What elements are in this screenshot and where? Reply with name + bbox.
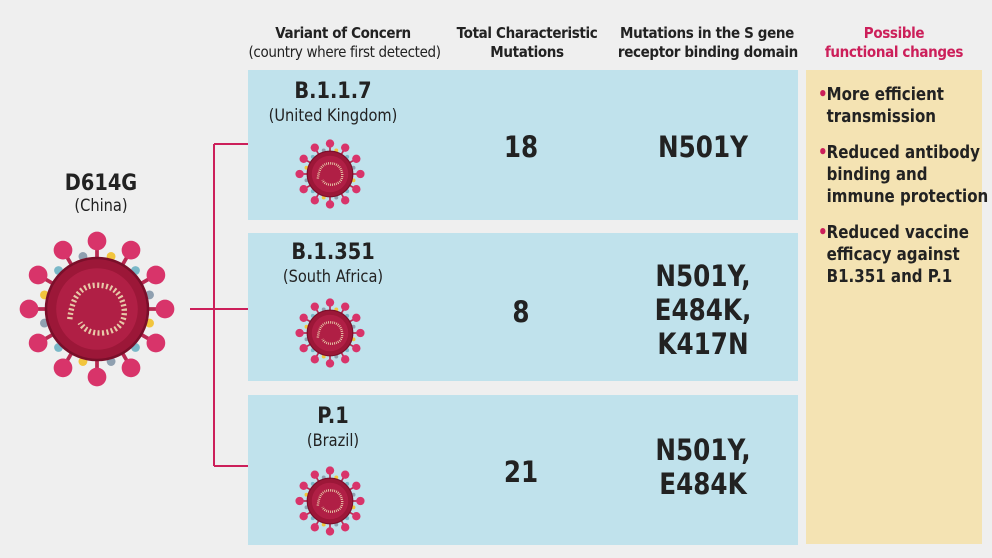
- header-muts-line2: receptor binding domain: [617, 43, 798, 61]
- variant-mutation-count: 21: [503, 455, 539, 489]
- variant-country: (United Kingdom): [268, 106, 398, 126]
- header-variant-sub: (country where first detected): [248, 43, 442, 61]
- variant-s-gene-mutations: N501Y, E484K, K417N: [654, 259, 752, 361]
- functional-change-text: More efficient transmission: [826, 85, 944, 127]
- variant-row: B.1.351 (South Africa) 8 N501Y, E484K, K…: [248, 233, 798, 381]
- variant-country: (Brazil): [306, 431, 360, 451]
- variant-country: (South Africa): [282, 267, 384, 287]
- header-variant: Variant of Concern (country where first …: [248, 24, 442, 62]
- original-strain-name: D614G: [64, 171, 138, 196]
- virus-icon: [295, 139, 365, 209]
- header-total-line2: Mutations: [490, 43, 564, 61]
- list-item: • Reduced antibody binding and immune pro…: [818, 143, 989, 207]
- header-variant-title: Variant of Concern: [275, 24, 411, 42]
- original-strain-country: (China): [74, 196, 128, 216]
- virus-icon: [295, 298, 365, 368]
- variant-s-gene-mutations: N501Y: [658, 130, 748, 164]
- functional-changes-panel: • More efficient transmission • Reduced an…: [806, 70, 988, 544]
- variant-row: B.1.1.7 (United Kingdom) 18 N501Y: [248, 70, 798, 220]
- header-s-gene-mutations: Mutations in the S gene receptor binding…: [617, 24, 798, 62]
- header-total-mutations: Total Characteristic Mutations: [456, 24, 598, 62]
- header-functional-changes: Possible functional changes: [815, 24, 973, 62]
- header-total-line1: Total Characteristic: [456, 24, 598, 42]
- variant-name: P.1: [317, 404, 349, 429]
- header-func-line2: functional changes: [824, 43, 964, 61]
- functional-change-text: Reduced antibody binding and immune prot…: [826, 143, 989, 207]
- list-item: • Reduced vaccine efficacy against B1.351…: [818, 223, 969, 287]
- variant-s-gene-mutations: N501Y, E484K: [655, 433, 751, 501]
- virus-icon: [295, 466, 365, 536]
- functional-change-text: Reduced vaccine efficacy against B1.351 …: [826, 223, 969, 287]
- header-muts-line1: Mutations in the S gene: [620, 24, 794, 42]
- variant-mutation-count: 8: [512, 295, 530, 329]
- variant-mutation-count: 18: [503, 130, 539, 164]
- virus-icon: [19, 231, 175, 387]
- variant-name: B.1.351: [291, 240, 375, 265]
- functional-changes-list: • More efficient transmission • Reduced an…: [806, 70, 988, 288]
- header-func-line1: Possible: [863, 24, 925, 42]
- list-item: • More efficient transmission: [818, 85, 944, 127]
- variant-name: B.1.1.7: [294, 79, 372, 104]
- variant-row: P.1 (Brazil) 21 N501Y, E484K: [248, 395, 798, 545]
